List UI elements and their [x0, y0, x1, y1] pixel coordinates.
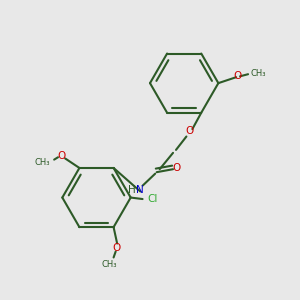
- Text: CH₃: CH₃: [250, 69, 266, 78]
- Text: CH₃: CH₃: [101, 260, 117, 269]
- Text: O: O: [185, 126, 194, 136]
- Text: N: N: [136, 185, 144, 195]
- Text: O: O: [58, 151, 66, 161]
- Text: CH₃: CH₃: [34, 158, 50, 166]
- Text: O: O: [233, 71, 241, 81]
- Text: O: O: [172, 163, 180, 173]
- Text: H: H: [128, 185, 136, 195]
- Text: Cl: Cl: [147, 194, 158, 204]
- Text: O: O: [112, 243, 121, 253]
